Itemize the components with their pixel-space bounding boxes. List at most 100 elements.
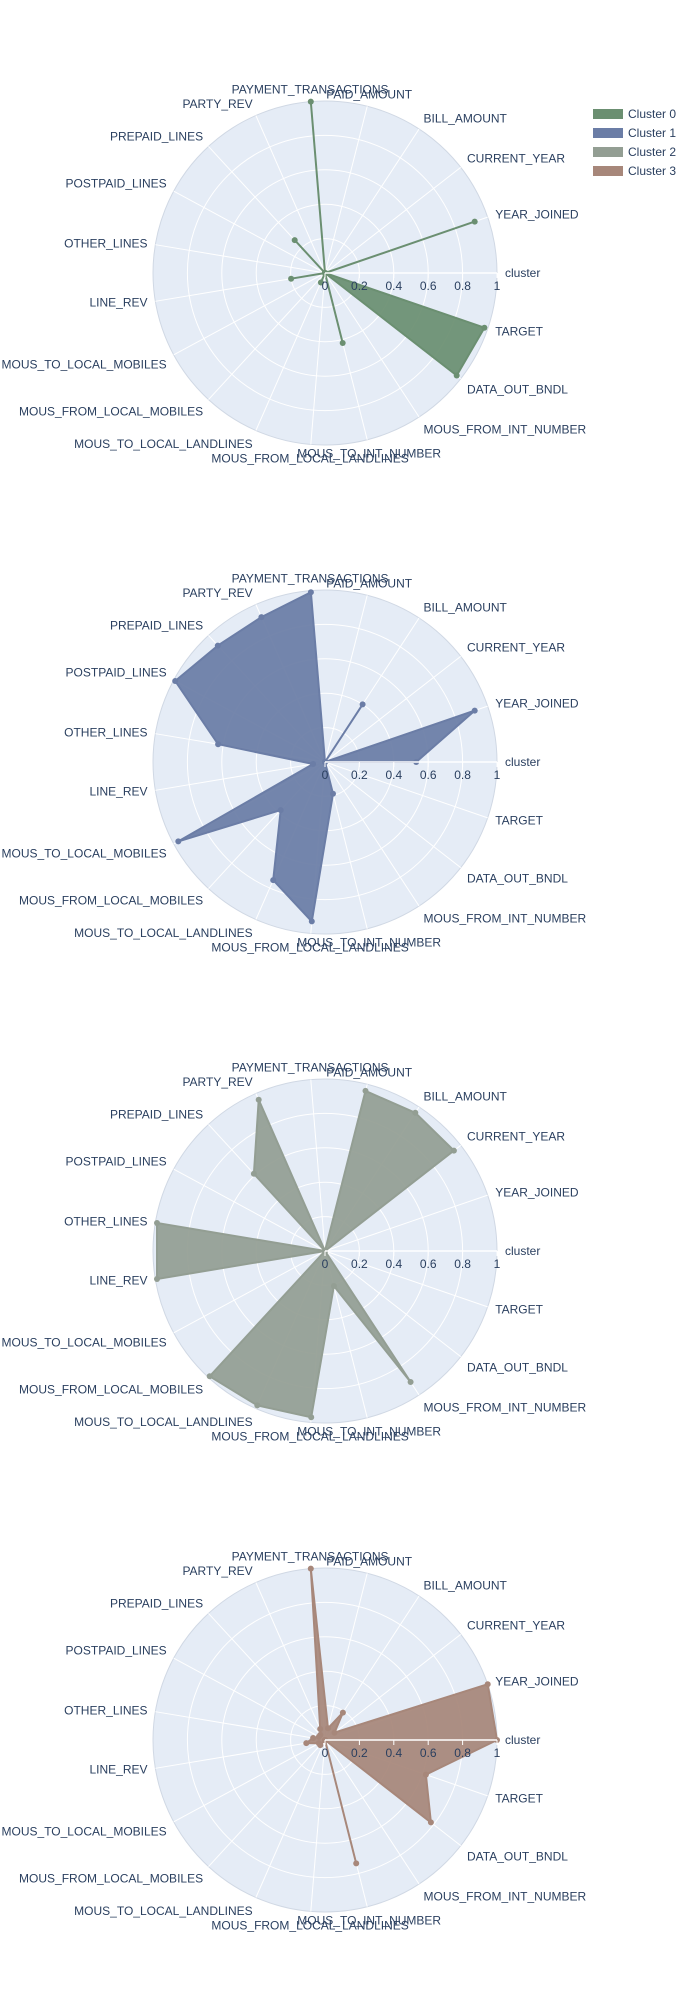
- angular-gridline: [208, 1739, 326, 1867]
- theta-label-year-joined: YEAR_JOINED: [495, 208, 579, 222]
- radial-tick-label: 1: [494, 1257, 501, 1271]
- theta-label-mous-from-local-landlines: MOUS_FROM_LOCAL_LANDLINES: [211, 1918, 408, 1932]
- theta-label-mous-to-local-landlines: MOUS_TO_LOCAL_LANDLINES: [74, 1415, 253, 1429]
- data-point-mous_from_local_mobiles: [206, 1373, 213, 1380]
- radial-tick-label: 1: [494, 279, 501, 293]
- legend-marker-2: [605, 130, 611, 136]
- theta-label-cluster: cluster: [505, 1244, 540, 1258]
- data-point-mous_from_int_number: [407, 1379, 414, 1385]
- angular-gridline: [255, 115, 326, 274]
- data-point-line_rev: [288, 275, 295, 282]
- radial-tick-label: 0.4: [385, 768, 402, 782]
- theta-label-cluster: cluster: [505, 755, 540, 769]
- angular-gridline: [155, 1711, 326, 1741]
- data-point-mous_to_local_landlines: [254, 1402, 261, 1409]
- legend-marker-4: [605, 168, 611, 174]
- legend-marker-1: [605, 111, 611, 117]
- theta-label-current-year: CURRENT_YEAR: [467, 151, 565, 165]
- theta-label-mous-to-local-mobiles: MOUS_TO_LOCAL_MOBILES: [2, 1336, 167, 1350]
- data-point-mous_to_int_number: [330, 1283, 337, 1289]
- angular-gridline: [324, 106, 368, 274]
- data-point-target: [481, 324, 488, 331]
- angular-gridline: [324, 166, 462, 274]
- theta-label-data-out-bndl: DATA_OUT_BNDL: [467, 383, 568, 397]
- angular-gridline: [324, 1194, 488, 1252]
- angular-gridline: [324, 1739, 420, 1885]
- theta-label-mous-to-int-number: MOUS_TO_INT_NUMBER: [297, 1914, 441, 1928]
- theta-label-payment-transactions: PAYMENT_TRANSACTIONS: [232, 83, 389, 97]
- legend-label-4: Cluster 3: [628, 164, 676, 178]
- theta-label-mous-from-int-number: MOUS_FROM_INT_NUMBER: [424, 912, 587, 926]
- radial-tick-label: 0.2: [351, 768, 368, 782]
- radial-tick-label: 1: [494, 1746, 501, 1760]
- data-point-mous_to_int_number: [330, 790, 336, 797]
- angular-gridline: [173, 190, 326, 274]
- legend-label-1: Cluster 0: [628, 107, 676, 121]
- data-point-bill_amount: [359, 701, 366, 708]
- angular-gridline: [173, 272, 326, 356]
- theta-label-postpaid-lines: POSTPAID_LINES: [66, 1643, 167, 1657]
- radial-tick-label: 0.6: [420, 768, 437, 782]
- theta-label-mous-from-local-landlines: MOUS_FROM_LOCAL_LANDLINES: [211, 940, 408, 954]
- data-point-line_rev: [154, 1276, 160, 1282]
- theta-label-prepaid-lines: PREPAID_LINES: [110, 130, 203, 144]
- data-point-postpaid_lines: [172, 678, 179, 684]
- theta-label-other-lines: OTHER_LINES: [64, 1703, 147, 1717]
- angular-gridline: [324, 1573, 368, 1741]
- theta-label-prepaid-lines: PREPAID_LINES: [110, 1108, 203, 1122]
- radial-tick-label: 0: [322, 279, 329, 293]
- legend-label-2: Cluster 1: [628, 126, 676, 140]
- theta-label-other-lines: OTHER_LINES: [64, 236, 147, 250]
- theta-label-mous-to-local-landlines: MOUS_TO_LOCAL_LANDLINES: [74, 926, 253, 940]
- data-point-prepaid_lines: [214, 642, 221, 649]
- angular-gridline: [310, 1079, 326, 1252]
- theta-label-line-rev: LINE_REV: [89, 785, 147, 799]
- theta-label-prepaid-lines: PREPAID_LINES: [110, 1597, 203, 1611]
- data-point-mous_to_local_landlines: [270, 877, 277, 884]
- angular-gridline: [155, 761, 326, 791]
- angular-gridline: [155, 1739, 326, 1769]
- angular-gridline: [324, 655, 462, 763]
- radial-tick-label: 0.8: [454, 1746, 471, 1760]
- theta-label-current-year: CURRENT_YEAR: [467, 640, 565, 654]
- angular-gridline: [310, 272, 326, 445]
- theta-label-paid-amount: PAID_AMOUNT: [326, 1066, 412, 1080]
- angular-gridline: [155, 244, 326, 274]
- theta-label-other-lines: OTHER_LINES: [64, 1214, 147, 1228]
- polar-subplot-2: 0 0.2 0.4 0.6 0.8 1 cluster YEAR_JOINED CURRENT_…: [2, 572, 587, 955]
- angular-gridline: [324, 128, 420, 274]
- radial-tick-label: 0.6: [420, 279, 437, 293]
- data-point-target: [422, 1771, 429, 1778]
- theta-label-target: TARGET: [495, 324, 543, 338]
- theta-label-bill-amount: BILL_AMOUNT: [424, 1089, 508, 1103]
- theta-label-mous-from-local-landlines: MOUS_FROM_LOCAL_LANDLINES: [211, 451, 408, 465]
- data-point-payment_transactions: [307, 98, 314, 105]
- theta-label-mous-to-int-number: MOUS_TO_INT_NUMBER: [297, 1425, 441, 1439]
- data-point-party_rev: [255, 1096, 262, 1103]
- theta-label-year-joined: YEAR_JOINED: [495, 697, 579, 711]
- theta-label-current-year: CURRENT_YEAR: [467, 1129, 565, 1143]
- data-point-data_out_bndl: [453, 372, 460, 379]
- radial-tick-label: 0: [322, 768, 329, 782]
- theta-label-party-rev: PARTY_REV: [182, 1564, 252, 1578]
- data-point-prepaid_lines: [250, 1170, 257, 1177]
- theta-label-mous-from-local-mobiles: MOUS_FROM_LOCAL_MOBILES: [19, 893, 203, 907]
- theta-label-paid-amount: PAID_AMOUNT: [326, 577, 412, 591]
- theta-label-data-out-bndl: DATA_OUT_BNDL: [467, 872, 568, 886]
- theta-label-bill-amount: BILL_AMOUNT: [424, 1578, 508, 1592]
- data-point-party_rev: [258, 614, 265, 621]
- theta-label-year-joined: YEAR_JOINED: [495, 1186, 579, 1200]
- theta-label-mous-from-local-mobiles: MOUS_FROM_LOCAL_MOBILES: [19, 1871, 203, 1885]
- theta-label-cluster: cluster: [505, 266, 540, 280]
- polar-subplot-3: 0 0.2 0.4 0.6 0.8 1 cluster YEAR_JOINED CURRENT_…: [2, 1061, 587, 1444]
- angular-gridline: [324, 1633, 462, 1741]
- angular-gridline: [324, 761, 462, 869]
- radial-tick-label: 0: [322, 1257, 329, 1271]
- data-point-line_rev: [310, 761, 317, 767]
- theta-label-paid-amount: PAID_AMOUNT: [326, 88, 412, 102]
- theta-label-target: TARGET: [495, 1791, 543, 1805]
- data-point-data_out_bndl: [427, 1819, 434, 1826]
- theta-label-mous-from-local-mobiles: MOUS_FROM_LOCAL_MOBILES: [19, 404, 203, 418]
- theta-label-data-out-bndl: DATA_OUT_BNDL: [467, 1361, 568, 1375]
- radial-tick-label: 0: [322, 1746, 329, 1760]
